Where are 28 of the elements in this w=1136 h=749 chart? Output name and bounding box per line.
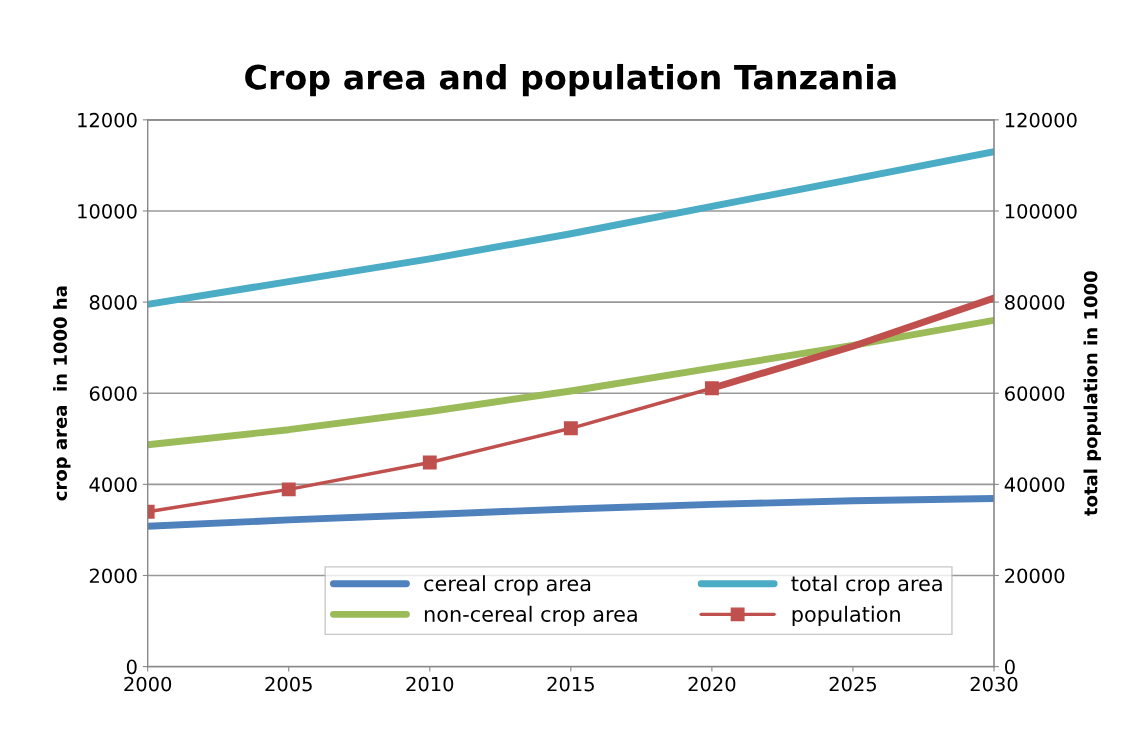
x-tick-label: 2025 — [829, 676, 876, 692]
x-tick-label: 2030 — [970, 676, 1018, 692]
legend-label: non-cereal crop area — [424, 605, 637, 626]
legend-label: total crop area — [791, 575, 942, 596]
y2-tick-label: 120000 — [1005, 112, 1077, 128]
y-tick-label: 6000 — [89, 386, 137, 401]
y-axis-title: crop area in 1000 ha — [53, 286, 71, 501]
y2-tick-label: 60000 — [1005, 386, 1065, 401]
y2-tick-label: 100000 — [1005, 203, 1077, 219]
y2-tick-label: 20000 — [1005, 568, 1065, 584]
y2-axis-title: total population in 1000 — [1083, 271, 1101, 516]
y2-tick-label: 80000 — [1005, 295, 1065, 310]
legend-label: cereal crop area — [424, 575, 591, 596]
x-tick-label: 2000 — [124, 676, 172, 692]
y-tick-label: 8000 — [89, 295, 137, 310]
y-tick-label: 10000 — [78, 203, 137, 219]
y2-tick-label: 0 — [1005, 659, 1015, 675]
y-tick-label: 4000 — [89, 477, 137, 493]
x-tick-label: 2005 — [265, 676, 312, 692]
y2-tick-label: 40000 — [1004, 477, 1065, 493]
legend-label: population — [792, 605, 900, 626]
chart-title: Crop area and population Tanzania — [245, 63, 896, 97]
y-tick-label: 0 — [126, 659, 137, 675]
x-tick-label: 2020 — [688, 676, 736, 692]
y-tick-label: 2000 — [89, 568, 137, 584]
x-tick-label: 2010 — [406, 676, 454, 692]
y-tick-label: 12000 — [78, 112, 137, 128]
x-tick-label: 2015 — [547, 676, 594, 692]
